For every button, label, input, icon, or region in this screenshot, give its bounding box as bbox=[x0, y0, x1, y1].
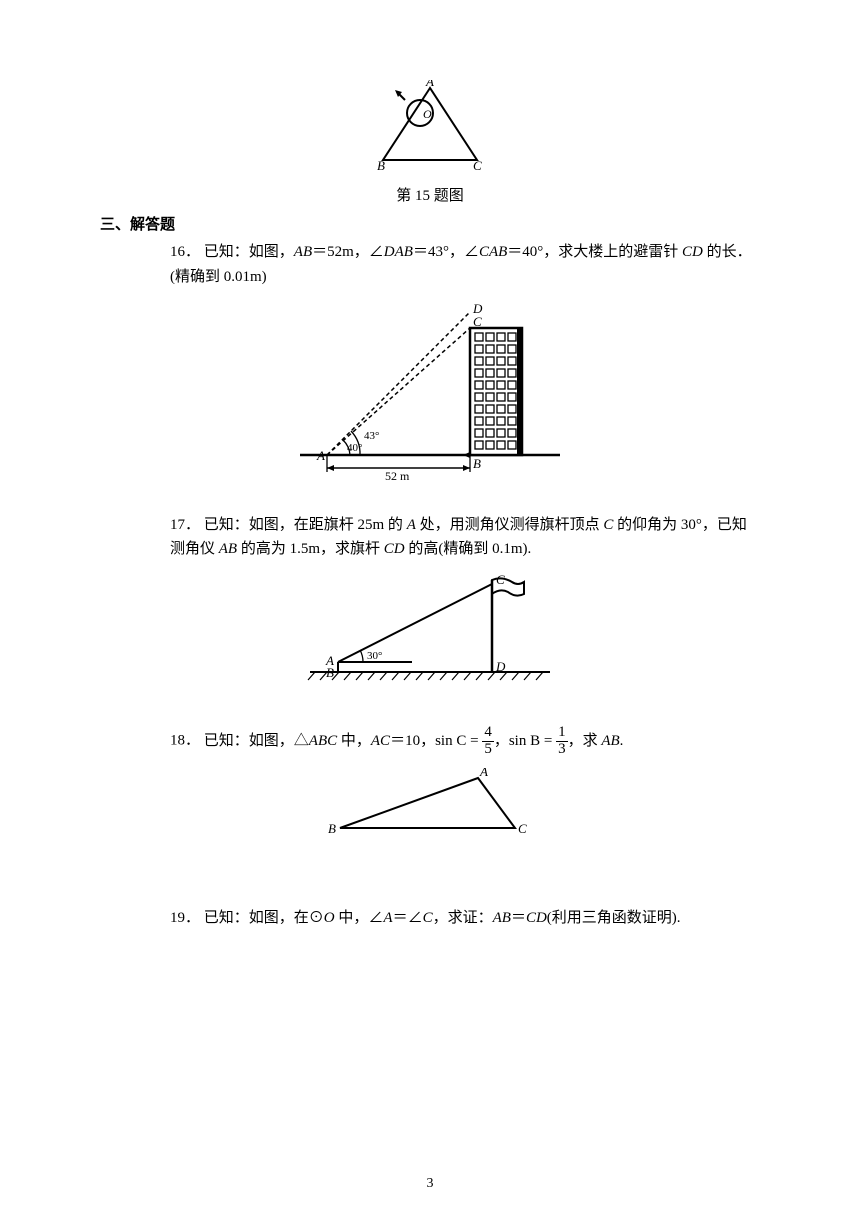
problem-17: 17． 已知：如图，在距旗杆 25m 的 A 处，用测角仪测得旗杆顶点 C 的仰… bbox=[170, 513, 760, 563]
t: DAB bbox=[384, 244, 413, 260]
problem-19: 19． 已知：如图，在⊙O 中，∠A＝∠C，求证：AB＝CD(利用三角函数证明)… bbox=[170, 906, 760, 931]
t: ＝52m，∠ bbox=[312, 244, 384, 260]
t: A bbox=[383, 910, 392, 926]
figure-15-caption: 第 15 题图 bbox=[100, 184, 760, 205]
t: 3 bbox=[556, 741, 568, 758]
problem-18: 18． 已知：如图，△ABC 中，AC＝10，sin C = 45，sin B … bbox=[170, 725, 760, 758]
label-C: C bbox=[518, 821, 527, 836]
t: 1 bbox=[556, 725, 568, 741]
t: CD bbox=[526, 910, 547, 926]
label-B: B bbox=[326, 665, 334, 680]
label-43: 43° bbox=[364, 430, 379, 442]
t: 已知：如图，在⊙ bbox=[204, 910, 324, 926]
t: ＝∠ bbox=[393, 910, 423, 926]
label-C: C bbox=[473, 314, 482, 329]
t: AB bbox=[294, 244, 312, 260]
t: sin B bbox=[509, 733, 540, 749]
t: 已知：如图，在距旗杆 25m 的 bbox=[204, 517, 407, 533]
problem-16-number: 16． bbox=[170, 244, 200, 260]
label-40: 40° bbox=[347, 442, 362, 454]
figure-15-svg: A B C O bbox=[365, 80, 495, 175]
t: ＝43°，∠ bbox=[413, 244, 479, 260]
problem-19-number: 19． bbox=[170, 910, 200, 926]
t: = bbox=[540, 733, 556, 749]
problem-18-number: 18． bbox=[170, 733, 200, 749]
label-30: 30° bbox=[367, 650, 382, 662]
t: 中， bbox=[337, 733, 371, 749]
label-C: C bbox=[473, 158, 482, 173]
t: CAB bbox=[479, 244, 507, 260]
figure-18: A B C bbox=[100, 768, 760, 848]
t: AB bbox=[601, 733, 619, 749]
frac-4-5: 45 bbox=[482, 725, 494, 758]
t: ，求 bbox=[568, 733, 602, 749]
t: ＝ bbox=[511, 910, 526, 926]
t: ， bbox=[494, 733, 509, 749]
t: 的高(精确到 0.1m). bbox=[405, 541, 532, 557]
t: AC bbox=[371, 733, 390, 749]
problem-19-text: 已知：如图，在⊙O 中，∠A＝∠C，求证：AB＝CD(利用三角函数证明). bbox=[204, 910, 681, 926]
t: ＝40°，求大楼上的避雷针 bbox=[507, 244, 682, 260]
t: 已知：如图， bbox=[204, 244, 294, 260]
label-B: B bbox=[473, 456, 481, 471]
figure-17: 30° A B C D bbox=[100, 572, 760, 697]
t: ，求证： bbox=[433, 910, 493, 926]
problem-16-text: 已知：如图，AB＝52m，∠DAB＝43°，∠CAB＝40°，求大楼上的避雷针 … bbox=[170, 244, 752, 285]
t: 4 bbox=[482, 725, 494, 741]
label-D: D bbox=[472, 301, 483, 316]
t: sin C bbox=[435, 733, 466, 749]
t: ABC bbox=[309, 733, 337, 749]
t: AB bbox=[219, 541, 237, 557]
t: 处，用测角仪测得旗杆顶点 bbox=[416, 517, 604, 533]
t: . bbox=[620, 733, 624, 749]
figure-15: A B C O bbox=[100, 80, 760, 180]
label-B: B bbox=[377, 158, 385, 173]
label-C: C bbox=[496, 572, 505, 587]
problem-16: 16． 已知：如图，AB＝52m，∠DAB＝43°，∠CAB＝40°，求大楼上的… bbox=[170, 240, 760, 290]
label-O: O bbox=[423, 107, 432, 121]
t: 已知：如图，△ bbox=[204, 733, 309, 749]
t: CD bbox=[384, 541, 405, 557]
t: A bbox=[407, 517, 416, 533]
t: = bbox=[466, 733, 482, 749]
t: 的高为 1.5m，求旗杆 bbox=[237, 541, 384, 557]
t: (利用三角函数证明). bbox=[547, 910, 681, 926]
t: ＝10， bbox=[390, 733, 435, 749]
label-A: A bbox=[479, 768, 488, 779]
t: AB bbox=[493, 910, 511, 926]
t: CD bbox=[682, 244, 703, 260]
t: C bbox=[423, 910, 433, 926]
label-52m: 52 m bbox=[385, 469, 410, 480]
problem-18-text: 已知：如图，△ABC 中，AC＝10，sin C = 45，sin B = 13… bbox=[204, 733, 624, 749]
label-B: B bbox=[328, 821, 336, 836]
t: 5 bbox=[482, 741, 494, 758]
figure-18-svg: A B C bbox=[320, 768, 540, 843]
label-A: A bbox=[425, 80, 434, 89]
problem-17-text: 已知：如图，在距旗杆 25m 的 A 处，用测角仪测得旗杆顶点 C 的仰角为 3… bbox=[170, 517, 747, 558]
t: O bbox=[324, 910, 335, 926]
t: 中，∠ bbox=[335, 910, 384, 926]
t: C bbox=[603, 517, 613, 533]
label-A: A bbox=[316, 448, 325, 463]
problem-17-number: 17． bbox=[170, 517, 200, 533]
page-number: 3 bbox=[0, 1176, 860, 1192]
section-title: 三、解答题 bbox=[100, 213, 760, 234]
figure-16-svg: 40° 43° 52 m A B C D bbox=[295, 300, 565, 480]
frac-1-3: 13 bbox=[556, 725, 568, 758]
figure-16: 40° 43° 52 m A B C D bbox=[100, 300, 760, 485]
figure-17-svg: 30° A B C D bbox=[300, 572, 560, 692]
label-D: D bbox=[495, 659, 506, 674]
